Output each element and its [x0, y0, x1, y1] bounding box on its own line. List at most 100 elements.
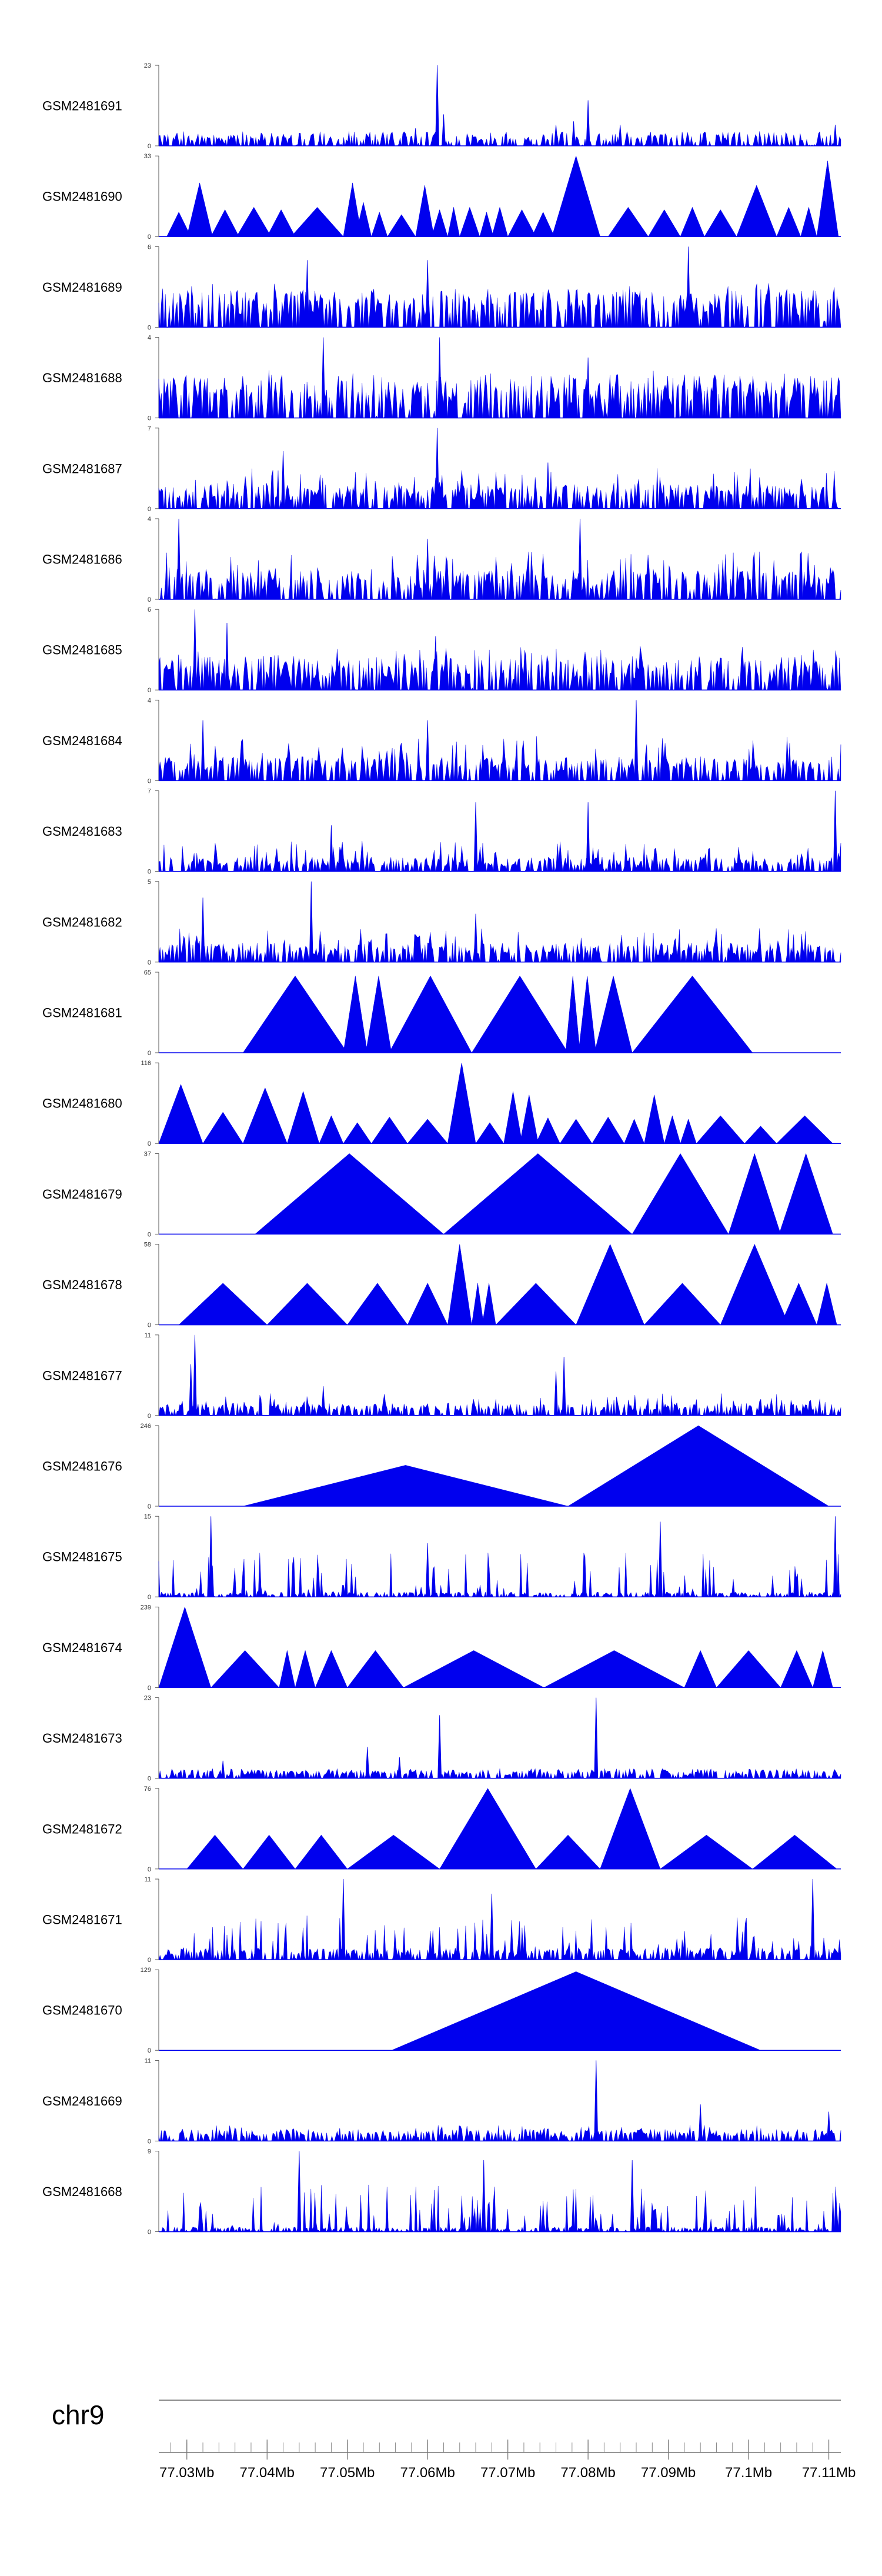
coverage-segment: [186, 1834, 243, 1870]
coverage-segment: [552, 155, 600, 237]
y-max-label: 76: [144, 1786, 151, 1793]
track-label: GSM2481680: [42, 1096, 122, 1111]
x-tick-label: 77.05Mb: [320, 2465, 375, 2481]
x-tick-label: 77.11Mb: [802, 2465, 856, 2481]
track-label: GSM2481679: [42, 1187, 122, 1202]
track-label: GSM2481676: [42, 1459, 122, 1474]
coverage-segment: [664, 1115, 681, 1144]
track-GSM2481683: GSM2481683 7 0: [42, 788, 841, 876]
coverage-peak: [594, 2060, 599, 2141]
coverage-peak: [193, 1334, 197, 1416]
coverage-segment: [632, 1153, 729, 1234]
coverage-segment: [347, 1283, 408, 1325]
coverage-segment: [242, 1087, 288, 1144]
y-min-label: 0: [148, 1322, 151, 1329]
y-min-label: 0: [148, 869, 151, 876]
coverage-segment: [728, 1153, 781, 1234]
coverage-segment: [680, 1119, 697, 1144]
coverage-peak: [594, 1697, 599, 1779]
y-max-label: 7: [148, 425, 151, 432]
track-label: GSM2481670: [42, 2003, 122, 2018]
coverage-segment: [295, 1650, 316, 1688]
track-label: GSM2481684: [42, 733, 122, 748]
coverage-segment: [439, 1788, 536, 1870]
y-min-label: 0: [148, 1050, 151, 1057]
track-GSM2481674: GSM2481674 239 0: [42, 1604, 841, 1691]
track-GSM2481668: GSM2481668 9 0: [42, 2148, 841, 2236]
y-min-label: 0: [148, 324, 151, 331]
x-tick-label: 77.04Mb: [240, 2465, 295, 2481]
track-label: GSM2481675: [42, 1550, 122, 1564]
y-max-label: 65: [144, 969, 151, 976]
coverage-segment: [407, 1283, 448, 1325]
y-max-label: 6: [148, 606, 151, 613]
coverage-segment: [431, 209, 448, 237]
coverage-peak: [220, 1760, 225, 1779]
track-GSM2481685: GSM2481685 6 0: [42, 606, 841, 694]
coverage-peak: [435, 65, 439, 146]
track-label: GSM2481690: [42, 189, 122, 204]
y-min-label: 0: [148, 1866, 151, 1873]
coverage-segment: [624, 1119, 645, 1144]
y-min-label: 0: [148, 1140, 151, 1147]
track-GSM2481686: GSM2481686 4 0: [42, 516, 841, 603]
y-max-label: 23: [144, 62, 151, 69]
y-max-label: 11: [145, 1876, 151, 1883]
coverage-segment: [816, 1283, 837, 1325]
x-tick-label: 77.06Mb: [400, 2465, 455, 2481]
coverage-segment: [644, 1095, 665, 1144]
track-label: GSM2481677: [42, 1368, 122, 1383]
y-min-label: 0: [148, 1684, 151, 1691]
track-GSM2481676: GSM2481676 246 0: [42, 1423, 841, 1510]
coverage-segment: [800, 206, 817, 237]
coverage-peak: [425, 539, 430, 600]
coverage-segment: [186, 182, 213, 237]
coverage-segment: [471, 1283, 484, 1325]
coverage-segment: [279, 1650, 296, 1688]
coverage-segment: [403, 1650, 544, 1688]
coverage-segment: [812, 1650, 833, 1688]
track-GSM2481691: GSM2481691 23 0: [42, 62, 841, 150]
coverage-segment: [447, 207, 460, 237]
coverage-segment: [567, 1425, 830, 1507]
track-GSM2481682: GSM2481682 5 0: [42, 879, 841, 966]
coverage-segment: [543, 1650, 684, 1688]
coverage-peak: [554, 1372, 558, 1416]
coverage-segment: [343, 976, 368, 1053]
coverage-area: [158, 1553, 841, 1597]
coverage-segment: [535, 1834, 601, 1870]
coverage-segment: [242, 1834, 296, 1870]
coverage-segment: [391, 1971, 761, 2051]
coverage-segment: [696, 1115, 745, 1144]
y-max-label: 23: [144, 1695, 151, 1702]
coverage-segment: [816, 161, 839, 237]
y-max-label: 4: [148, 516, 151, 523]
coverage-peak: [397, 1757, 402, 1779]
y-max-label: 58: [144, 1242, 151, 1249]
coverage-peak: [473, 802, 478, 872]
coverage-segment: [507, 209, 536, 237]
track-label: GSM2481681: [42, 1006, 122, 1020]
y-max-label: 37: [144, 1150, 151, 1157]
coverage-segment: [211, 1650, 280, 1688]
coverage-segment: [242, 975, 348, 1053]
coverage-segment: [389, 975, 472, 1053]
coverage-segment: [495, 1283, 577, 1325]
track-GSM2481687: GSM2481687 7 0: [42, 425, 841, 513]
coverage-segment: [287, 1090, 320, 1144]
coverage-segment: [736, 185, 777, 237]
coverage-peak: [586, 100, 590, 146]
track-GSM2481679: GSM2481679 37 0: [42, 1150, 841, 1238]
coverage-area: [158, 1768, 841, 1779]
coverage-segment: [365, 976, 392, 1053]
y-max-label: 9: [148, 2148, 151, 2155]
x-tick-label: 77.09Mb: [641, 2465, 696, 2481]
coverage-peak: [365, 1746, 370, 1779]
coverage-segment: [592, 1116, 624, 1144]
y-min-label: 0: [148, 1957, 151, 1964]
coverage-segment: [347, 1650, 404, 1688]
track-label: GSM2481669: [42, 2094, 122, 2108]
coverage-peak: [442, 114, 446, 146]
coverage-segment: [576, 1243, 645, 1325]
